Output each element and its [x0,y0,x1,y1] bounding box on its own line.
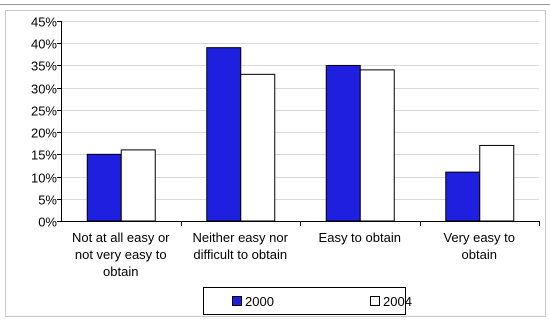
x-tick-label: Neither easy nor [193,230,289,245]
bar-2000-2 [206,47,242,222]
x-tick-label: Not at all easy or [72,230,170,245]
bar-2004-1 [120,149,156,222]
bar-2004-3 [359,69,395,222]
x-tick-label: obtain [462,247,497,262]
x-tick-label: Very easy to [443,230,515,245]
y-tick-label: 40% [31,37,57,52]
bar-2004-2 [240,73,276,222]
y-tick-label: 25% [31,104,57,119]
y-tick-label: 35% [31,59,57,74]
bar-2000-3 [325,64,361,222]
bar-2004-4 [479,144,515,222]
legend-label-2000: 2000 [245,294,274,309]
y-tick-label: 10% [31,171,57,186]
y-tick-label: 20% [31,126,57,141]
x-tick-label: obtain [103,264,138,279]
bar-2000-4 [445,171,481,222]
bar-2000-1 [86,153,122,222]
legend-swatch-2000 [232,296,242,306]
chart-border [5,10,546,317]
legend-swatch-2004 [370,296,380,306]
x-tick-label: difficult to obtain [193,247,287,262]
x-tick-label: Easy to obtain [319,230,401,245]
y-tick-label: 0% [38,215,57,230]
y-tick-label: 5% [38,193,57,208]
y-tick-label: 45% [31,15,57,30]
y-tick-label: 30% [31,82,57,97]
x-tick-label: not very easy to [75,247,167,262]
legend-label-2004: 2004 [383,294,412,309]
y-tick-label: 15% [31,148,57,163]
